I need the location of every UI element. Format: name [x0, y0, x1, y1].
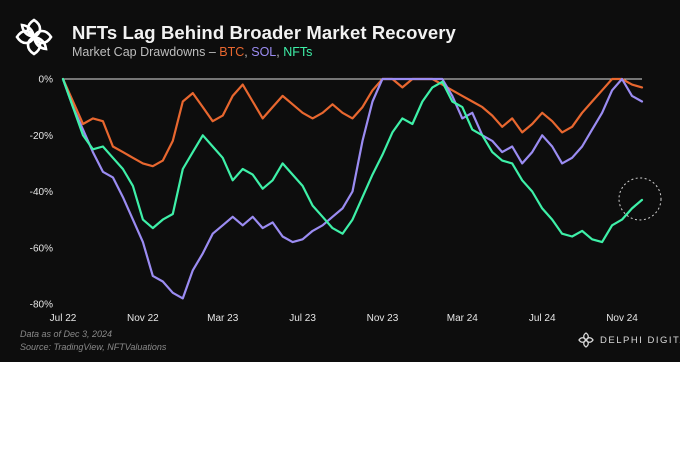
series-line-nfts: [61, 77, 644, 244]
highlight-circle: [618, 177, 662, 221]
y-tick-label: -40%: [30, 187, 53, 198]
delphi-small-icon: [578, 332, 594, 348]
x-tick-label: Nov 23: [367, 313, 399, 324]
y-tick-label: -60%: [30, 243, 53, 254]
source-note: Source: TradingView, NFTValuations: [20, 342, 167, 352]
chart-title: NFTs Lag Behind Broader Market Recovery: [72, 22, 456, 43]
x-tick-label: Jul 24: [529, 313, 556, 324]
series-line-sol: [61, 77, 644, 300]
delphi-knot-icon: [15, 18, 53, 56]
x-tick-label: Jul 22: [50, 313, 77, 324]
x-tick-label: Nov 22: [127, 313, 159, 324]
x-tick-label: Jul 23: [289, 313, 316, 324]
y-tick-label: -80%: [30, 300, 53, 311]
brand-name: DELPHI DIGITAL: [600, 334, 680, 346]
y-tick-label: -20%: [30, 131, 53, 142]
subtitle-prefix: Market Cap Drawdowns –: [72, 45, 220, 59]
subtitle-separator: ,: [244, 45, 252, 59]
x-tick-label: Mar 23: [207, 313, 239, 324]
brand-logo: DELPHI DIGITAL: [578, 331, 680, 349]
x-tick-label: Nov 24: [606, 313, 638, 324]
chart-subtitle: Market Cap Drawdowns – BTC, SOL, NFTs: [72, 45, 312, 59]
legend-sol: SOL: [251, 45, 277, 59]
data-date-note: Data as of Dec 3, 2024: [20, 329, 113, 339]
chart-panel: NFTs Lag Behind Broader Market Recovery …: [0, 0, 680, 362]
legend-nfts: NFTs: [283, 45, 313, 59]
legend-btc: BTC: [219, 45, 245, 59]
x-tick-label: Mar 24: [447, 313, 479, 324]
y-tick-label: 0%: [39, 75, 54, 86]
drawdown-line-chart: 0% -20% -40% -60% -80% Jul 22 Nov 22 Mar 23 Jul …: [30, 75, 662, 324]
subtitle-separator: ,: [276, 45, 284, 59]
series-line-btc: [61, 77, 644, 168]
